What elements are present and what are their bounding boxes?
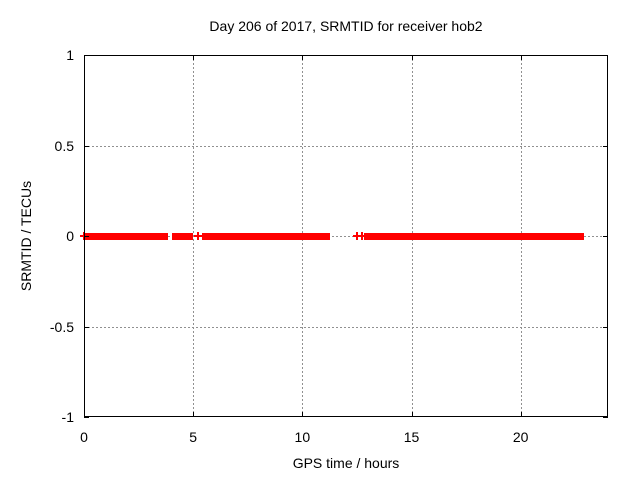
x-tick-mark-top [193,55,194,60]
y-tick-mark-right [603,327,608,328]
y-tick-mark-right [603,55,608,56]
data-point-marker [358,232,366,240]
x-tick-mark-top [412,55,413,60]
y-tick-mark-left [84,236,89,237]
x-tick-mark-bottom [302,412,303,417]
x-tick-mark-bottom [412,412,413,417]
x-axis-label: GPS time / hours [292,455,400,471]
y-tick-mark-left [84,55,89,56]
data-segment [84,233,169,240]
data-point-marker [194,232,202,240]
gridline-horizontal [84,327,608,328]
x-tick-mark-top [302,55,303,60]
y-tick-mark-left [84,417,89,418]
x-tick-label: 5 [189,429,198,445]
y-tick-label: -1 [61,409,74,425]
y-tick-label: 0 [66,228,74,244]
y-tick-label: 1 [66,47,74,63]
data-point-marker [353,232,361,240]
gridline-horizontal [84,236,608,237]
chart-title: Day 206 of 2017, SRMTID for receiver hob… [209,18,483,34]
gridline-horizontal [84,146,608,147]
x-tick-mark-bottom [521,412,522,417]
y-tick-mark-right [603,146,608,147]
data-segment [202,233,330,240]
x-tick-label: 20 [512,429,529,445]
y-tick-mark-right [603,236,608,237]
y-tick-mark-left [84,146,89,147]
x-tick-mark-top [521,55,522,60]
x-tick-mark-bottom [193,412,194,417]
data-segment [172,233,193,240]
x-tick-label: 15 [403,429,420,445]
y-tick-label: -0.5 [49,318,74,335]
y-tick-mark-left [84,327,89,328]
data-segment [364,233,584,240]
y-tick-label: 0.5 [54,137,74,154]
y-tick-mark-right [603,417,608,418]
x-tick-label: 10 [294,429,311,445]
plot-area [80,55,608,418]
x-tick-label: 0 [80,429,88,445]
